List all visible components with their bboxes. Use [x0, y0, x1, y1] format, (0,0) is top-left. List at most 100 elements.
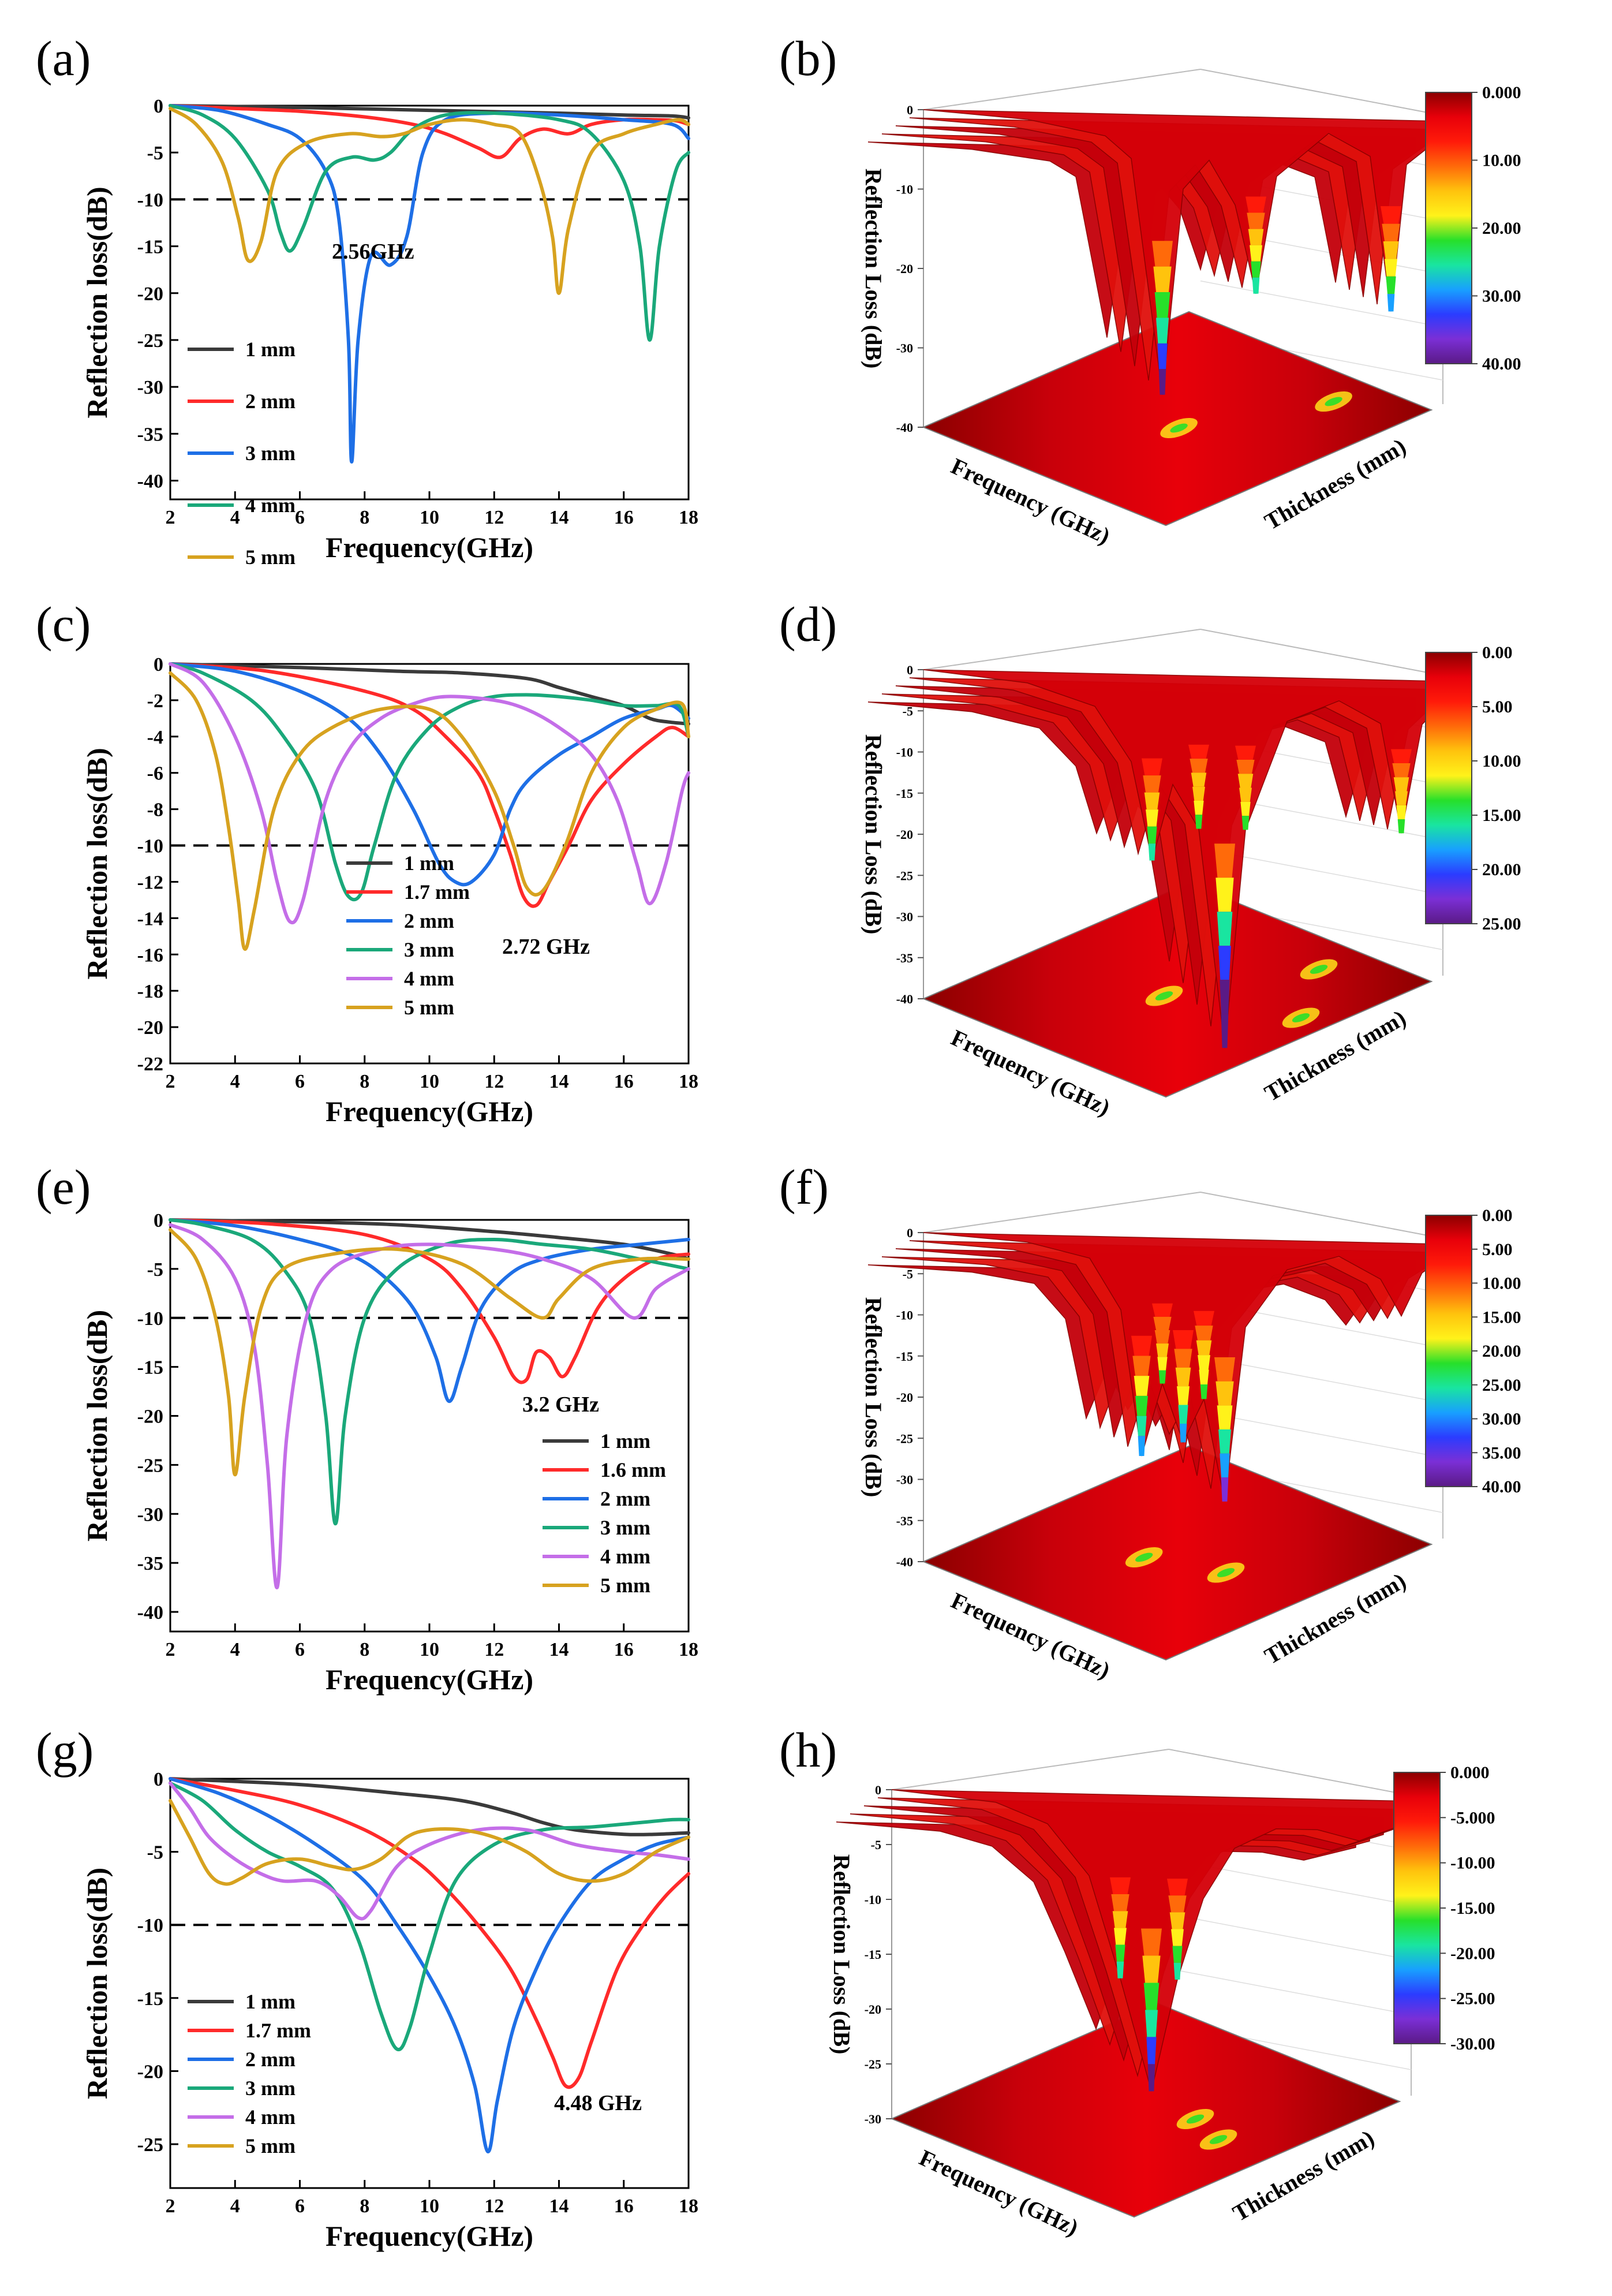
surface-dip — [1141, 1928, 1162, 1956]
surface-dip — [1381, 206, 1401, 224]
series-line — [169, 104, 690, 464]
x-tick-label: 8 — [360, 1071, 369, 1092]
surface-dip — [1173, 1962, 1181, 1980]
surface-dip — [1158, 369, 1166, 395]
surface-dip — [1154, 1330, 1170, 1344]
z-tick-label: -35 — [896, 951, 913, 965]
x-tick-label: 12 — [484, 2196, 504, 2217]
x-tick-label: 2 — [166, 2196, 175, 2217]
legend-label: 1 mm — [245, 1990, 296, 2013]
z-tick-label: -20 — [896, 1390, 913, 1405]
series-line — [169, 1218, 690, 1384]
colorbar-tick-label: 20.00 — [1482, 860, 1521, 879]
surface-dip — [1395, 791, 1408, 805]
surface-dip — [1383, 241, 1399, 259]
x-tick-label: 8 — [360, 1639, 369, 1660]
y-tick-label: -25 — [137, 1455, 163, 1476]
z-tick-label: -10 — [896, 745, 913, 760]
surface-dip — [1396, 805, 1407, 820]
surface-dip — [1173, 1330, 1194, 1349]
surface-dip — [1241, 816, 1250, 830]
surface-dip — [1157, 1357, 1168, 1371]
surface-dip — [1196, 1340, 1212, 1356]
y-tick-label: -20 — [137, 2061, 163, 2082]
y-tick-label: -18 — [137, 981, 163, 1002]
surface-dip — [1386, 276, 1396, 294]
colorbar-tick-label: 15.00 — [1482, 806, 1521, 825]
z-tick-label: -15 — [865, 1947, 881, 1962]
series-line — [169, 671, 690, 951]
x-tick-label: 18 — [679, 1639, 698, 1660]
y-tick-label: 0 — [154, 1210, 163, 1231]
x-tick-label: 2 — [166, 1639, 175, 1660]
surface-dip — [1142, 1955, 1161, 1983]
surface-dip — [1111, 1894, 1129, 1912]
x-tick-label: 4 — [230, 1639, 240, 1660]
surface-dip — [1132, 1356, 1151, 1376]
z-tick-label: -35 — [896, 1514, 913, 1528]
surface-dip — [1110, 1877, 1131, 1895]
surface-dip — [1195, 1326, 1213, 1341]
surface-dip — [1134, 1376, 1150, 1396]
legend-label: 3 mm — [245, 442, 296, 465]
surface-dip — [1156, 318, 1169, 344]
y-tick-label: -4 — [147, 727, 163, 748]
legend-label: 3 mm — [600, 1516, 650, 1539]
y-tick-label: -15 — [137, 237, 163, 258]
surface-dip — [1220, 980, 1230, 1014]
surface-dip — [1192, 786, 1205, 801]
series-line — [169, 1781, 690, 2052]
line-chart-g: 2 4 6 8 10 12 14 16 18 0 -5 -10 -15 -20 -25 1 mm 1.7 mm 2… — [81, 1769, 698, 2252]
floor-hotspot-core — [1135, 1552, 1153, 1562]
surface-dip — [1190, 759, 1208, 773]
legend-label: 5 mm — [404, 996, 454, 1019]
surface-dip — [1112, 1911, 1128, 1928]
z-tick-label: -30 — [865, 2112, 881, 2126]
x-tick-label: 10 — [420, 507, 439, 528]
z-tick-label: -25 — [865, 2057, 881, 2071]
y-tick-label: -5 — [147, 1259, 163, 1280]
surface-dip — [1221, 1477, 1229, 1502]
axis-edge — [923, 629, 1201, 670]
surface-dip — [1174, 1349, 1192, 1368]
x-tick-label: 12 — [484, 1071, 504, 1092]
y-tick-label: -14 — [137, 908, 163, 929]
y-tick-label: -10 — [137, 1915, 163, 1936]
surface-dip — [1148, 843, 1156, 861]
panel-label-h: (h) — [779, 1722, 837, 1778]
y-tick-label: -15 — [137, 1357, 163, 1379]
surface-dip — [1157, 343, 1168, 369]
surface-dip — [1239, 787, 1252, 802]
x-tick-label: 12 — [484, 1639, 504, 1660]
y-tick-label: 0 — [154, 654, 163, 675]
surface-dip — [1177, 1386, 1190, 1405]
y-tick-label: -15 — [137, 1988, 163, 2010]
surface-dip — [1158, 1370, 1166, 1384]
y-tick-label: -5 — [147, 1842, 163, 1864]
colorbar-tick-label: 0.00 — [1482, 643, 1513, 662]
series-line — [169, 1777, 690, 1836]
x-tick-label: 14 — [549, 1071, 569, 1092]
series-line — [169, 1228, 690, 1477]
colorbar-tick-label: 0.000 — [1482, 83, 1521, 102]
colorbar-tick-label: 10.00 — [1482, 1274, 1521, 1293]
y-tick-label: -6 — [147, 763, 163, 785]
z-tick-label: 0 — [907, 103, 913, 117]
surface-dip — [1143, 775, 1161, 793]
line-chart-c: 2 4 6 8 10 12 14 16 18 0 -2 -4 -6 -8 -10 -12 -14 -16 -18 -2… — [81, 654, 698, 1128]
surface-dip — [1167, 1879, 1188, 1896]
colorbar-tick-label: 25.00 — [1482, 914, 1521, 934]
panel-label-d: (d) — [779, 596, 837, 652]
z-axis-title: Reflection Loss (dB) — [829, 1854, 855, 2055]
annotation-a: 2.56GHz — [332, 240, 414, 264]
floor-hotspot-core — [1325, 397, 1342, 406]
y-tick-label: -40 — [137, 1602, 163, 1623]
surface-dip — [1218, 946, 1231, 980]
surface-dip — [1178, 1405, 1188, 1424]
z-tick-label: -30 — [896, 910, 913, 924]
surface-dip — [1152, 1303, 1173, 1317]
grid-line — [1200, 1411, 1443, 1458]
colorbar-tick-label: 0.000 — [1450, 1763, 1490, 1782]
z-tick-label: -10 — [865, 1892, 881, 1907]
colorbar-tick-label: 30.00 — [1482, 287, 1521, 306]
